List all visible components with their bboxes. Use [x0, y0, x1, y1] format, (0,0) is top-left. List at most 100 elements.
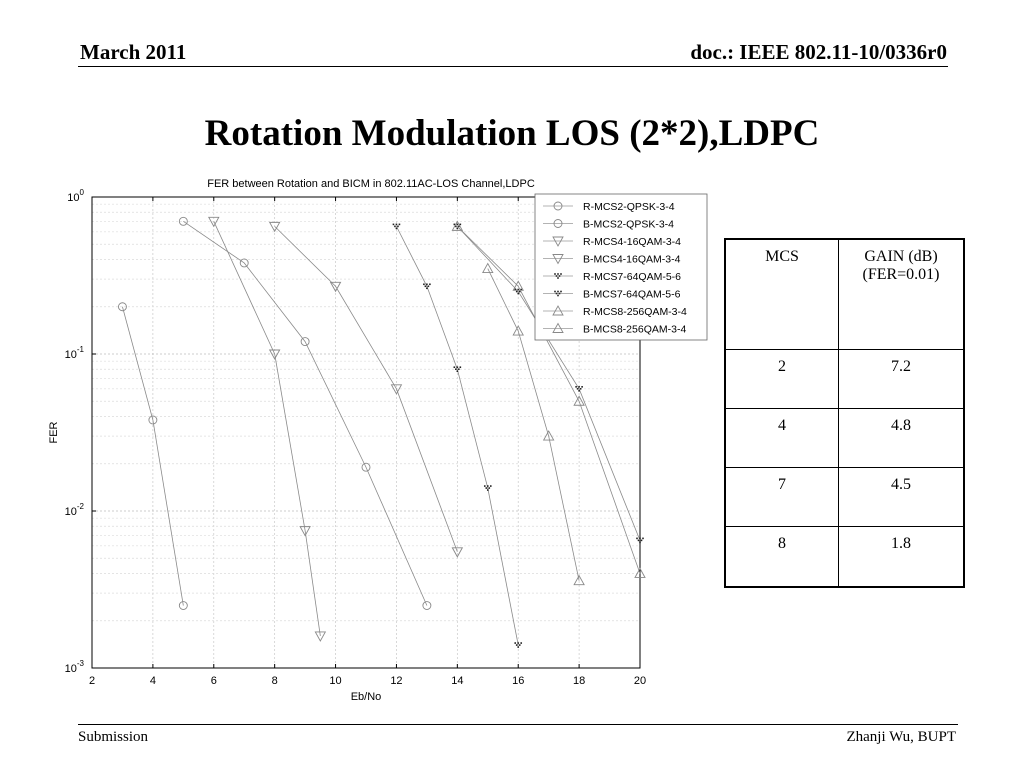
legend-marker [554, 273, 562, 279]
x-tick-label: 6 [211, 675, 217, 687]
marker-dot [576, 388, 579, 390]
marker-dot [518, 290, 521, 293]
series-line [183, 220, 428, 606]
series-line [274, 226, 458, 552]
legend-marker [552, 236, 564, 247]
data-point [423, 283, 431, 290]
legend: R-MCS2-QPSK-3-4 B-MCS2-QPSK-3-4 R-MCS4-16Q… [534, 193, 708, 341]
header-doc-id: doc.: IEEE 802.11-10/0336r0 [690, 40, 947, 64]
header-date: March 2011 [80, 40, 187, 64]
marker-dot [555, 275, 558, 277]
table-cell-gain: 1.8 [838, 526, 965, 588]
table-row: 7 4.5 [724, 467, 965, 528]
y-tick-label: 10-1 [65, 345, 85, 361]
y-tick-label: 10-3 [65, 659, 85, 675]
marker-dot [453, 223, 456, 226]
data-point [451, 547, 464, 558]
data-point [512, 280, 524, 291]
marker-dot [520, 288, 523, 291]
table-row: 8 1.8 [724, 526, 965, 588]
data-point [300, 337, 310, 347]
data-point [361, 462, 371, 472]
data-point [636, 537, 644, 544]
data-point [148, 415, 158, 425]
legend-label: B-MCS7-64QAM-5-6 [583, 289, 681, 301]
data-point [514, 642, 523, 648]
marker-dot [398, 223, 401, 226]
data-point [117, 302, 127, 312]
table-cell-mcs: 2 [724, 348, 839, 410]
marker-dot [395, 223, 398, 226]
marker-dot [555, 292, 558, 295]
marker-dot [517, 292, 520, 295]
data-point [268, 221, 281, 233]
table-cell-gain: 4.5 [838, 467, 965, 528]
legend-label: B-MCS4-16QAM-3-4 [583, 254, 681, 266]
legend-marker [552, 305, 564, 316]
marker-dot [456, 366, 459, 369]
data-point [575, 386, 583, 392]
gain-table-header-mcs: MCS [724, 238, 839, 350]
data-point [634, 567, 646, 578]
marker-dot [518, 644, 521, 646]
data-point [329, 281, 342, 293]
table-cell-mcs: 7 [724, 467, 839, 528]
marker-dot [458, 225, 460, 228]
series-line [122, 306, 184, 606]
data-point [178, 601, 188, 610]
marker-dot [483, 485, 486, 487]
marker-dot [517, 642, 520, 644]
marker-dot [455, 225, 457, 228]
marker-dot [579, 388, 582, 390]
table-cell-mcs: 4 [724, 408, 839, 469]
marker-dot [515, 290, 518, 293]
marker-dot [456, 223, 459, 226]
legend-label: B-MCS2-QPSK-3-4 [583, 219, 674, 231]
data-point [573, 574, 585, 586]
marker-dot [558, 275, 561, 277]
marker-dot [455, 368, 457, 371]
x-tick-label: 8 [272, 675, 278, 687]
y-tick-label: 10-2 [65, 502, 85, 518]
marker-dot [424, 285, 427, 288]
marker-dot [560, 273, 562, 275]
marker-dot [395, 227, 398, 230]
x-tick-label: 12 [390, 675, 402, 687]
x-tick-label: 18 [573, 675, 585, 687]
data-point [239, 258, 249, 268]
legend-marker [552, 254, 564, 265]
x-tick-label: 4 [150, 675, 156, 687]
marker-dot [397, 225, 399, 228]
x-axis-label: Eb/No [351, 691, 382, 703]
data-point [573, 395, 585, 406]
marker-dot [427, 285, 430, 288]
marker-dot [520, 642, 523, 644]
marker-dot [581, 386, 583, 388]
marker-dot [637, 539, 640, 542]
data-point [390, 384, 403, 395]
marker-dot [426, 283, 428, 286]
table-cell-gain: 4.8 [838, 408, 965, 469]
series-line [213, 221, 321, 637]
y-tick-label: 100 [67, 188, 84, 204]
legend-marker [552, 322, 564, 333]
marker-dot [554, 273, 556, 275]
legend-box [534, 193, 708, 341]
footer-author: Zhanji Wu, BUPT [846, 729, 956, 745]
x-tick-label: 2 [89, 675, 95, 687]
chart-title: FER between Rotation and BICM in 802.11A… [207, 178, 535, 190]
marker-dot [639, 541, 641, 544]
marker-dot [456, 227, 459, 230]
data-point [453, 223, 462, 230]
marker-dot [514, 642, 517, 644]
marker-dot [453, 366, 456, 369]
marker-dot [394, 225, 396, 228]
y-axis-label: FER [48, 421, 60, 443]
marker-dot [557, 294, 559, 297]
data-point [392, 223, 401, 230]
legend-label: R-MCS4-16QAM-3-4 [583, 236, 681, 248]
legend-label: B-MCS8-256QAM-3-4 [583, 324, 686, 336]
marker-dot [560, 290, 562, 293]
marker-dot [557, 290, 559, 293]
